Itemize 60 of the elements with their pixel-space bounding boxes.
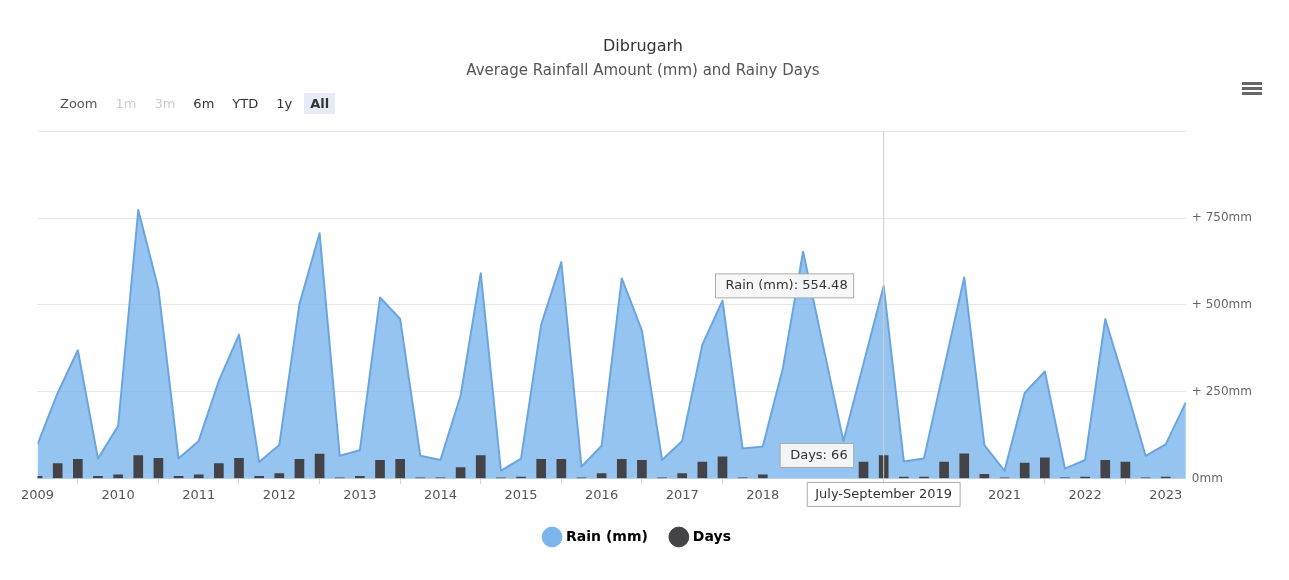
annotation: Rain (mm): 554.48 bbox=[725, 277, 848, 293]
bar bbox=[556, 458, 567, 479]
bar bbox=[677, 473, 688, 479]
bar bbox=[536, 458, 547, 479]
bar bbox=[1019, 462, 1030, 479]
y-tick-label: + 500mm bbox=[1191, 296, 1252, 311]
bar bbox=[1100, 460, 1111, 479]
bar bbox=[93, 475, 103, 479]
y-tick-label: + 750mm bbox=[1191, 210, 1252, 225]
chart-title: Dibrugarh bbox=[601, 36, 684, 55]
text: 1y bbox=[275, 95, 294, 113]
bar bbox=[616, 458, 627, 479]
bar bbox=[52, 463, 63, 479]
x-tick-label: 2013 bbox=[343, 486, 377, 502]
bar bbox=[73, 458, 83, 479]
bar bbox=[939, 461, 949, 479]
x-tick-label: 2011 bbox=[182, 486, 216, 502]
x-tick-label: 2016 bbox=[585, 486, 619, 502]
text: July-September 2019 bbox=[814, 485, 953, 501]
y-tick-label: + 250mm bbox=[1191, 383, 1252, 398]
bar bbox=[475, 455, 486, 479]
x-tick-label: 2014 bbox=[423, 486, 457, 502]
x-tick-label: 2012 bbox=[262, 486, 296, 502]
legend-label: Days bbox=[692, 527, 731, 544]
bar bbox=[1120, 461, 1131, 479]
x-tick-label: 2010 bbox=[101, 486, 135, 502]
bar bbox=[395, 458, 405, 479]
bar bbox=[234, 457, 244, 479]
text: All bbox=[304, 93, 336, 114]
bar bbox=[355, 475, 365, 479]
bar bbox=[294, 458, 305, 479]
text: 6m bbox=[192, 95, 216, 113]
x-tick-label: 2017 bbox=[665, 486, 699, 502]
y-tick-label: 0mm bbox=[1191, 470, 1223, 485]
text: YTD bbox=[231, 95, 260, 113]
bar bbox=[214, 463, 224, 479]
chart-subtitle: Average Rainfall Amount (mm) and Rainy Days bbox=[465, 61, 821, 79]
bar bbox=[697, 461, 708, 479]
bar bbox=[314, 453, 325, 479]
bar bbox=[858, 461, 869, 479]
x-tick-label: 2018 bbox=[746, 486, 780, 502]
bar bbox=[133, 455, 144, 479]
legend-label: Rain (mm) bbox=[566, 527, 648, 544]
bar bbox=[717, 456, 728, 479]
x-tick-label: 2022 bbox=[1068, 486, 1102, 502]
bar bbox=[455, 467, 466, 479]
bar bbox=[637, 460, 647, 479]
bar bbox=[375, 460, 385, 479]
bar bbox=[959, 453, 970, 479]
bar bbox=[1040, 457, 1050, 479]
bar bbox=[596, 473, 607, 479]
x-tick-label: 2015 bbox=[504, 486, 538, 502]
bar bbox=[153, 457, 164, 479]
x-tick-label: 2009 bbox=[21, 486, 55, 502]
bar bbox=[254, 475, 264, 479]
bar bbox=[274, 473, 285, 479]
x-tick-label: 2023 bbox=[1149, 486, 1183, 502]
x-tick-label: 2021 bbox=[987, 486, 1022, 502]
annotation: Days: 66 bbox=[790, 446, 848, 462]
text: Zoom bbox=[59, 95, 99, 113]
